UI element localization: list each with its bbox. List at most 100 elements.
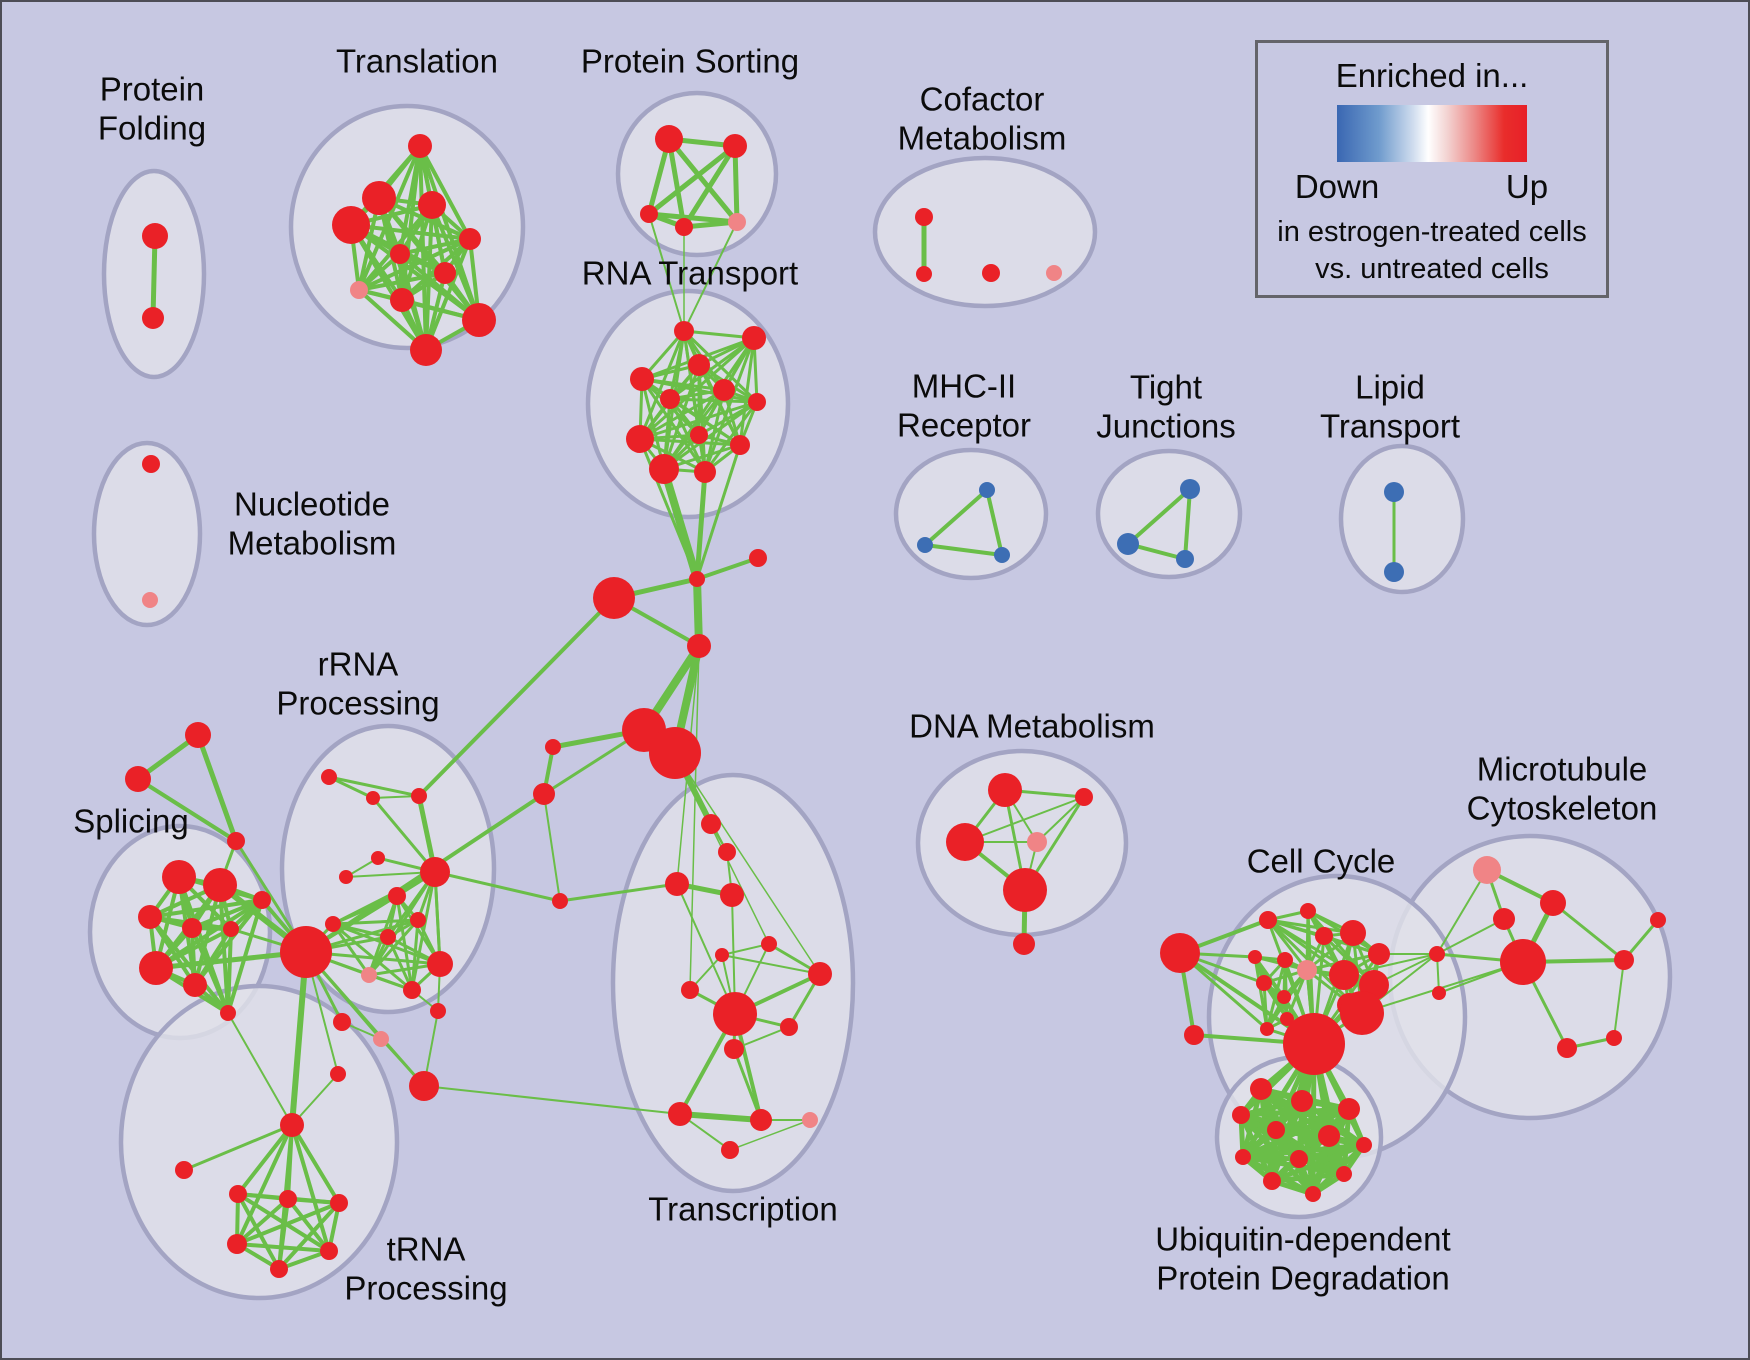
cluster-label-cofactor-metabolism: Metabolism: [898, 120, 1067, 157]
node-cc3: [1315, 927, 1333, 945]
node-tc: [280, 1113, 304, 1137]
node-t10: [462, 303, 496, 337]
edge-t1-t5: [418, 144, 472, 241]
node-t5: [459, 228, 481, 250]
node-mtk: [1432, 986, 1446, 1000]
cluster-label-rrna-processing: Processing: [276, 685, 439, 722]
node-ub11: [1263, 1172, 1281, 1190]
node-x7: [552, 893, 568, 909]
edge-t7-t8: [357, 271, 447, 292]
node-u1: [229, 1185, 247, 1203]
node-t7: [434, 262, 456, 284]
node-ub3: [1338, 1098, 1360, 1120]
edge-mt2-mt5: [1551, 901, 1626, 962]
node-d3: [946, 823, 984, 861]
node-sp5: [223, 921, 239, 937]
cluster-label-translation: Translation: [336, 43, 498, 80]
node-cc15: [1260, 1022, 1274, 1036]
edge-r6-r7: [668, 397, 759, 404]
cluster-mhc-ii-receptor: [893, 447, 1049, 581]
node-d6: [1013, 933, 1035, 955]
node-sp3: [138, 905, 162, 929]
node-tx6: [761, 936, 777, 952]
edge-rg-rj: [331, 894, 399, 926]
edge-t1-t8: [357, 144, 422, 292]
edge-r6-r10: [668, 397, 742, 447]
node-rq: [330, 1066, 346, 1082]
node-cc10: [1329, 960, 1359, 990]
legend-down-label: Down: [1294, 168, 1380, 205]
edge-tj1-tj2: [1126, 487, 1192, 546]
edge-x1-x2: [695, 556, 760, 581]
edge-ps3-r1: [648, 213, 685, 332]
node-tj3: [1176, 550, 1194, 568]
cluster-label-protein-sorting: Protein Sorting: [581, 43, 799, 80]
node-r8: [626, 425, 654, 453]
node-tj2: [1117, 533, 1139, 555]
cluster-label-ubiquitin: Protein Degradation: [1156, 1260, 1450, 1297]
node-x5: [545, 739, 561, 755]
edge-rf-rm: [433, 870, 442, 966]
node-u6: [270, 1260, 288, 1278]
edge-ub10-ub11: [1269, 1171, 1347, 1184]
node-ccR: [1340, 991, 1384, 1035]
edge-ps5-r1: [683, 221, 738, 332]
cluster-nucleotide-metabolism: [91, 440, 203, 628]
node-u5: [320, 1242, 338, 1260]
cluster-lipid-transport: [1338, 443, 1466, 595]
node-ro: [333, 1013, 351, 1031]
node-sp2: [203, 868, 237, 902]
node-mega: [280, 926, 332, 978]
edge-u4-u5: [235, 1242, 331, 1253]
node-ub9: [1290, 1150, 1308, 1168]
cluster-label-cofactor-metabolism: Cofactor: [920, 81, 1045, 118]
edge-pf1-pf2: [150, 233, 158, 321]
edge-r11-x1: [660, 465, 701, 583]
node-s1: [185, 722, 211, 748]
edge-ps1-ps4: [666, 136, 687, 230]
node-rb: [366, 791, 380, 805]
node-sp8: [220, 1005, 236, 1021]
node-mt5: [1614, 950, 1634, 970]
edge-sp7-sp9: [193, 898, 264, 987]
node-tx2: [720, 883, 744, 907]
cluster-label-tight-junctions: Tight: [1130, 369, 1202, 406]
node-rl: [403, 981, 421, 999]
node-cc12: [1277, 990, 1291, 1004]
edge-ps2-ps3: [646, 143, 738, 217]
node-lt2: [1384, 562, 1404, 582]
node-cm3: [982, 264, 1000, 282]
node-r4: [630, 367, 654, 391]
node-r5: [713, 379, 735, 401]
legend-caption: in estrogen-treated cells vs. untreated …: [1258, 214, 1606, 288]
edge-tc-u1: [236, 1123, 294, 1196]
node-rf: [420, 857, 450, 887]
edge-tc-u5: [290, 1123, 331, 1253]
edge-mh2-mh3: [923, 543, 1004, 557]
node-r6: [660, 389, 680, 409]
node-t8: [350, 281, 368, 299]
cluster-cofactor-metabolism: [872, 155, 1098, 309]
node-ti: [175, 1161, 193, 1179]
node-t2: [362, 181, 396, 215]
node-u3: [330, 1194, 348, 1212]
node-sp7: [183, 973, 207, 997]
node-ri: [380, 929, 396, 945]
node-tx15: [802, 1112, 818, 1128]
edge-tc-u4: [235, 1123, 294, 1246]
node-re: [339, 870, 353, 884]
node-d4: [1027, 832, 1047, 852]
node-rc: [411, 788, 427, 804]
node-rk: [361, 967, 377, 983]
node-cm2: [916, 266, 932, 282]
edge-rc-x3: [417, 596, 616, 798]
node-tx16: [721, 1141, 739, 1159]
edge-sp8-tc: [227, 1012, 293, 1126]
node-ub5: [1267, 1121, 1285, 1139]
node-rn: [430, 1003, 446, 1019]
node-ps2: [723, 134, 747, 158]
edge-ps3-ps5: [646, 211, 740, 225]
cluster-label-tight-junctions: Junctions: [1096, 408, 1235, 445]
node-cc4: [1340, 920, 1366, 946]
edge-mt5-mt8: [1613, 959, 1625, 1039]
